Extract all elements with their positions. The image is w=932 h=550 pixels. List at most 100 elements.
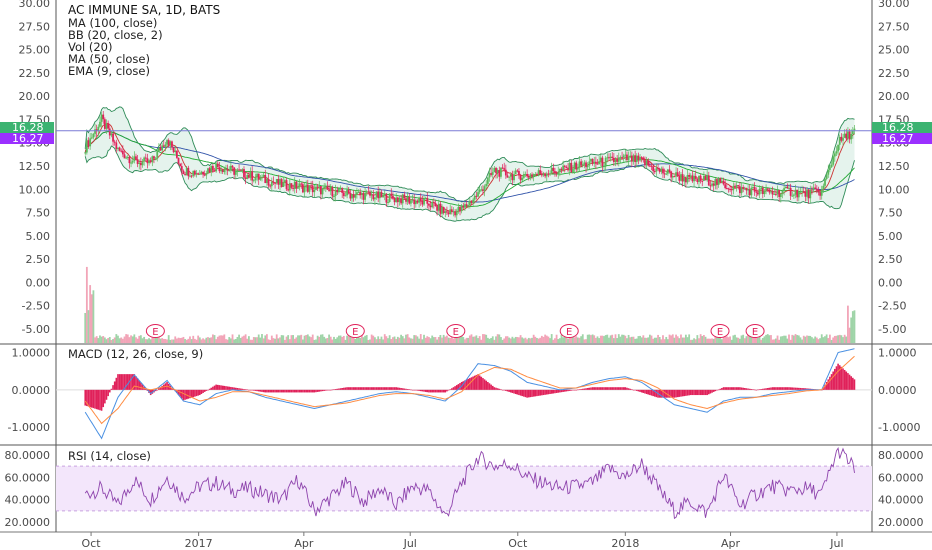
candle-body [349, 193, 352, 199]
macd-hist-bar [676, 389, 679, 398]
volume-bar [842, 337, 844, 343]
volume-bar [709, 338, 712, 343]
candle-body [270, 181, 273, 187]
candle-body [323, 186, 326, 188]
macd-hist-bar [364, 387, 366, 390]
candle-body [802, 191, 805, 193]
macd-hist-bar [704, 389, 707, 396]
candle-body [280, 179, 283, 188]
price-tick-right-8: 10.00 [878, 183, 910, 196]
volume-bar [392, 337, 394, 343]
volume-bar [493, 339, 496, 343]
macd-hist-bar [279, 389, 281, 393]
candle-body [730, 189, 733, 191]
macd-hist-bar [267, 389, 270, 393]
candle-body [311, 185, 314, 193]
volume-bar [793, 335, 795, 343]
macd-hist-bar [732, 387, 735, 390]
volume-bar [531, 337, 533, 343]
macd-hist-bar [527, 389, 530, 398]
macd-hist-bar [323, 389, 325, 391]
volume-bar [558, 338, 561, 343]
volume-bar [287, 335, 290, 343]
volume-bar [720, 339, 723, 343]
volume-bar [395, 338, 398, 343]
macd-hist-bar [683, 389, 686, 397]
candle-body [576, 167, 579, 170]
macd-hist-bar [575, 389, 578, 391]
indicator-ma50[interactable]: MA (50, close) [68, 52, 150, 66]
macd-hist-bar [405, 388, 407, 390]
macd-hist-bar [631, 389, 633, 390]
volume-bar [308, 336, 311, 343]
candle-body [92, 133, 95, 138]
macd-label[interactable]: MACD (12, 26, close, 9) [68, 347, 203, 361]
candle-body [351, 194, 353, 199]
candle-body [244, 177, 247, 179]
volume-bar [747, 334, 749, 343]
volume-bar [169, 339, 172, 343]
volume-bar [233, 339, 236, 343]
macd-hist-bar [125, 374, 127, 390]
candle-body [320, 186, 322, 195]
candle-body [594, 161, 597, 164]
macd-hist-bar [766, 387, 769, 390]
rsi-panel[interactable]: 80.0000 60.0000 40.0000 20.0000 80.0000 60.0… [5, 446, 924, 529]
volume-bar [292, 335, 294, 343]
volume-bar [467, 337, 470, 343]
time-tick-label-6: Apr [721, 537, 741, 550]
volume-bar [454, 337, 457, 343]
macd-hist-bar [90, 389, 93, 408]
candle-body [375, 191, 378, 198]
volume-bar [652, 338, 655, 343]
candle-body [544, 173, 547, 177]
price-tick-left-10: 5.00 [26, 230, 51, 243]
candle-body [585, 162, 587, 168]
macd-hist-bar [567, 389, 569, 392]
candle-body [783, 188, 785, 191]
candle-body [684, 178, 687, 183]
volume-bar [85, 266, 88, 343]
macd-hist-bar [673, 389, 676, 398]
volume-bar [701, 336, 704, 343]
candle-body [161, 145, 164, 151]
indicator-ema9[interactable]: EMA (9, close) [68, 64, 150, 78]
volume-bar [601, 335, 604, 343]
macd-hist-bar [626, 387, 628, 390]
candle-body [352, 194, 355, 198]
candle-body [87, 140, 90, 147]
volume-bar [321, 334, 324, 343]
price-tag-left-purple [0, 133, 54, 144]
macd-hist-bar [131, 374, 134, 390]
price-panel[interactable]: 30.0027.5025.0022.5020.0017.5015.0012.50… [0, 0, 932, 343]
candle-body [290, 183, 293, 188]
volume-bar [540, 335, 543, 343]
macd-hist-bar [689, 389, 692, 396]
candle-body [362, 193, 365, 200]
macd-hist-bar [449, 389, 452, 390]
candle-body [486, 177, 489, 184]
macd-hist-bar [789, 387, 792, 390]
candle-body [516, 170, 519, 172]
candle-body [318, 186, 321, 188]
candle-body [426, 197, 429, 204]
candle-body [604, 157, 607, 166]
indicator-ma100[interactable]: MA (100, close) [68, 16, 157, 30]
chart-title: AC IMMUNE SA, 1D, BATS [68, 3, 220, 17]
volume-bar [229, 338, 232, 343]
candle-body [297, 187, 299, 189]
volume-bar [686, 337, 689, 343]
indicator-bb[interactable]: BB (20, close, 2) [68, 28, 163, 42]
indicator-volume[interactable]: Vol (20) [68, 40, 112, 54]
candle-body [102, 114, 105, 120]
rsi-label[interactable]: RSI (14, close) [68, 449, 151, 463]
volume-bar [775, 338, 777, 343]
volume-bar [279, 337, 281, 343]
candle-body [166, 140, 168, 145]
candle-body [612, 157, 615, 163]
macd-hist-bar [135, 376, 137, 390]
volume-bar [418, 338, 421, 343]
